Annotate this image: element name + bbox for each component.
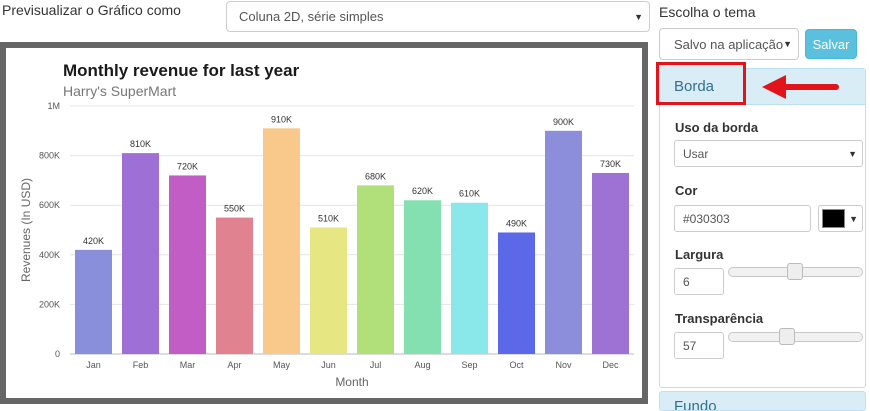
- revenue-bar-chart: 0 200K 400K 600K 800K 1M 420K Jan 810K Feb 720K Mar…: [19, 101, 634, 389]
- bar: [122, 153, 159, 354]
- data-label: 550K: [224, 204, 245, 214]
- x-tick-label: Mar: [180, 360, 196, 370]
- bar: [545, 130, 582, 354]
- bar: [310, 227, 347, 354]
- data-label: 620K: [412, 186, 433, 196]
- x-tick-label: Jul: [370, 360, 382, 370]
- bar: [451, 202, 488, 354]
- border-usage-label: Uso da borda: [675, 120, 759, 135]
- bar: [357, 185, 394, 354]
- x-axis-title: Month: [335, 375, 368, 389]
- red-arrow-icon: [762, 75, 839, 99]
- bar: [75, 249, 112, 354]
- chart-title: Monthly revenue for last year: [63, 61, 300, 80]
- width-value: 6: [683, 274, 690, 289]
- y-tick-label: 200K: [39, 299, 60, 309]
- transparency-label: Transparência: [675, 311, 764, 326]
- transparency-input[interactable]: 57: [674, 332, 724, 359]
- bar: [592, 172, 629, 354]
- data-label: 510K: [318, 214, 339, 224]
- bar: [498, 232, 535, 354]
- data-label: 680K: [365, 171, 386, 181]
- x-tick-label: Feb: [133, 360, 149, 370]
- x-tick-label: Jun: [321, 360, 336, 370]
- y-tick-label: 600K: [39, 200, 60, 210]
- width-slider-handle[interactable]: [787, 263, 803, 280]
- bar: [169, 175, 206, 354]
- color-value: #030303: [683, 211, 730, 226]
- save-button[interactable]: Salvar: [805, 29, 857, 59]
- transparency-slider[interactable]: [728, 332, 863, 342]
- x-tick-label: May: [273, 360, 291, 370]
- border-usage-value: Usar: [683, 146, 709, 161]
- data-label: 810K: [130, 139, 151, 149]
- settings-panel: Uso da borda Usar ▼ Cor #030303 ▼ Largur…: [659, 68, 866, 388]
- width-input[interactable]: 6: [674, 268, 724, 295]
- chevron-down-icon: ▼: [849, 213, 858, 224]
- transparency-slider-handle[interactable]: [779, 328, 795, 345]
- theme-select[interactable]: Salvo na aplicação ▼: [659, 28, 799, 60]
- border-section-label: Borda: [674, 78, 715, 95]
- border-section-tab[interactable]: Borda: [656, 62, 746, 105]
- x-tick-label: Sep: [461, 360, 477, 370]
- chart-type-value: Coluna 2D, série simples: [239, 9, 384, 24]
- y-axis-title: Revenues (In USD): [19, 178, 33, 282]
- x-tick-label: Dec: [602, 360, 619, 370]
- preview-label: Previsualizar o Gráfico como: [2, 2, 181, 18]
- x-tick-label: Nov: [555, 360, 572, 370]
- chart-subtitle: Harry's SuperMart: [63, 83, 177, 99]
- color-swatch: [822, 209, 845, 228]
- chevron-down-icon: ▼: [848, 148, 857, 159]
- data-label: 490K: [506, 218, 527, 228]
- background-section-tab[interactable]: Fundo: [659, 391, 866, 411]
- chevron-down-icon: ▼: [783, 39, 792, 49]
- data-label: 910K: [271, 114, 292, 124]
- color-input[interactable]: #030303: [674, 205, 811, 232]
- chart-preview: Monthly revenue for last year Harry's Su…: [0, 42, 648, 404]
- bar: [263, 128, 300, 354]
- data-label: 610K: [459, 189, 480, 199]
- background-section-label: Fundo: [674, 398, 717, 411]
- data-label: 420K: [83, 236, 104, 246]
- x-tick-label: Jan: [86, 360, 101, 370]
- y-tick-label: 400K: [39, 250, 60, 260]
- x-tick-label: Aug: [414, 360, 430, 370]
- border-usage-select[interactable]: Usar ▼: [674, 140, 863, 167]
- bar: [216, 217, 253, 354]
- bar: [404, 200, 441, 354]
- data-label: 900K: [553, 117, 574, 127]
- theme-value: Salvo na aplicação: [674, 36, 784, 52]
- transparency-value: 57: [683, 338, 697, 353]
- width-label: Largura: [675, 247, 724, 262]
- color-picker-button[interactable]: ▼: [818, 205, 863, 232]
- y-tick-label: 1M: [47, 101, 60, 111]
- data-label: 720K: [177, 161, 198, 171]
- x-tick-label: Oct: [509, 360, 524, 370]
- color-label: Cor: [675, 183, 698, 198]
- chevron-down-icon: ▼: [634, 11, 643, 22]
- chart-type-select[interactable]: Coluna 2D, série simples ▼: [226, 1, 650, 32]
- theme-label: Escolha o tema: [659, 4, 756, 20]
- data-label: 730K: [600, 159, 621, 169]
- y-tick-label: 800K: [39, 151, 60, 161]
- x-tick-label: Apr: [227, 360, 241, 370]
- y-tick-label: 0: [55, 349, 60, 359]
